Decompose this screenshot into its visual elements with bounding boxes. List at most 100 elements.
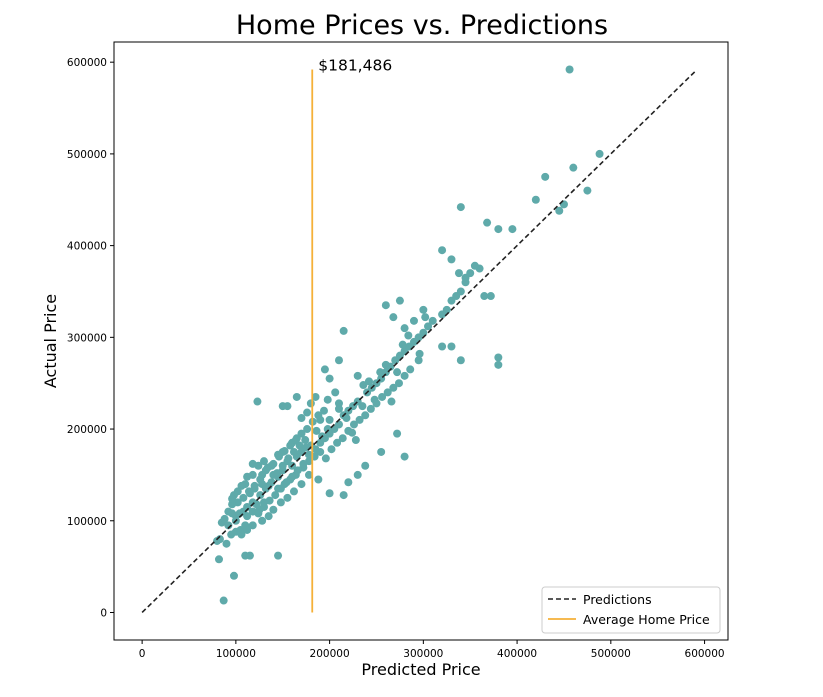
data-point [334, 399, 343, 408]
data-point [364, 377, 373, 386]
data-point [376, 368, 385, 377]
data-point [250, 481, 259, 490]
predictions-line [141, 70, 696, 614]
data-point [323, 425, 332, 434]
data-point [256, 491, 265, 500]
data-point [442, 305, 451, 314]
data-point [461, 273, 470, 282]
data-point [280, 447, 289, 456]
data-point [389, 383, 398, 392]
data-points [213, 65, 604, 605]
data-point [447, 255, 456, 264]
x-axis-ticks: 0 100000 200000 300000 400000 500000 600000 [139, 640, 725, 660]
data-point [325, 415, 334, 424]
data-point [292, 392, 301, 401]
data-point [320, 365, 329, 374]
data-point [383, 388, 392, 397]
x-axis-label: Predicted Price [361, 660, 480, 679]
data-point [301, 436, 310, 445]
data-point [284, 454, 293, 463]
y-axis-label: Actual Price [41, 294, 60, 388]
data-point [233, 487, 242, 496]
data-point [414, 356, 423, 365]
data-point [259, 457, 268, 466]
data-point [395, 296, 404, 305]
data-point [258, 470, 267, 479]
data-point [331, 388, 340, 397]
data-point [494, 360, 503, 369]
data-point [254, 461, 263, 470]
data-point [224, 507, 233, 516]
data-point [261, 484, 270, 493]
data-point [304, 470, 313, 479]
x-tick-label: 100000 [216, 648, 256, 660]
data-point [541, 172, 550, 181]
data-point [228, 500, 237, 509]
data-point [406, 365, 415, 374]
data-point [400, 452, 409, 461]
data-point [219, 596, 228, 605]
data-point [297, 480, 306, 489]
data-point [323, 395, 332, 404]
data-point [456, 356, 465, 365]
data-point [297, 429, 306, 438]
data-point [237, 530, 246, 539]
data-point [355, 415, 364, 424]
data-point [393, 429, 402, 438]
data-point [351, 436, 360, 445]
data-point [325, 374, 334, 383]
y-tick-label: 400000 [67, 241, 107, 253]
data-point [428, 316, 437, 325]
data-point [253, 397, 262, 406]
data-point [306, 399, 315, 408]
y-tick-label: 100000 [67, 516, 107, 528]
data-point [366, 404, 375, 413]
legend: Predictions Average Home Price [541, 586, 721, 634]
data-point [312, 426, 321, 435]
data-point [325, 489, 334, 498]
data-point [229, 571, 238, 580]
data-point [224, 521, 233, 530]
data-point [370, 395, 379, 404]
data-point [339, 326, 348, 335]
data-point [327, 445, 336, 454]
data-point [334, 404, 343, 413]
data-point [334, 356, 343, 365]
data-point [456, 203, 465, 212]
data-point [339, 491, 348, 500]
data-point [508, 225, 517, 234]
average-price-annotation: $181,486 [318, 57, 392, 75]
data-point [283, 493, 292, 502]
data-point [264, 512, 273, 521]
data-point [415, 349, 424, 358]
data-point [387, 397, 396, 406]
data-point [293, 466, 302, 475]
data-point [278, 461, 287, 470]
data-point [269, 459, 278, 468]
data-point [214, 555, 223, 564]
data-point [555, 206, 564, 215]
data-point [258, 516, 267, 525]
data-point [274, 452, 283, 461]
data-point [394, 379, 403, 388]
data-point [361, 411, 370, 420]
data-point [316, 447, 325, 456]
data-point [583, 186, 592, 195]
x-tick-label: 400000 [497, 648, 537, 660]
data-point [289, 447, 298, 456]
data-point [419, 305, 428, 314]
data-point [243, 503, 252, 512]
data-point [314, 411, 323, 420]
data-point [377, 447, 386, 456]
x-tick-label: 200000 [310, 648, 350, 660]
data-point [283, 402, 292, 411]
legend-average-label: Average Home Price [583, 612, 710, 627]
data-point [353, 470, 362, 479]
data-point [409, 316, 418, 325]
data-point [267, 478, 276, 487]
data-point [243, 512, 252, 521]
data-point [381, 360, 390, 369]
data-point [344, 478, 353, 487]
data-point [333, 438, 342, 447]
data-point [361, 461, 370, 470]
